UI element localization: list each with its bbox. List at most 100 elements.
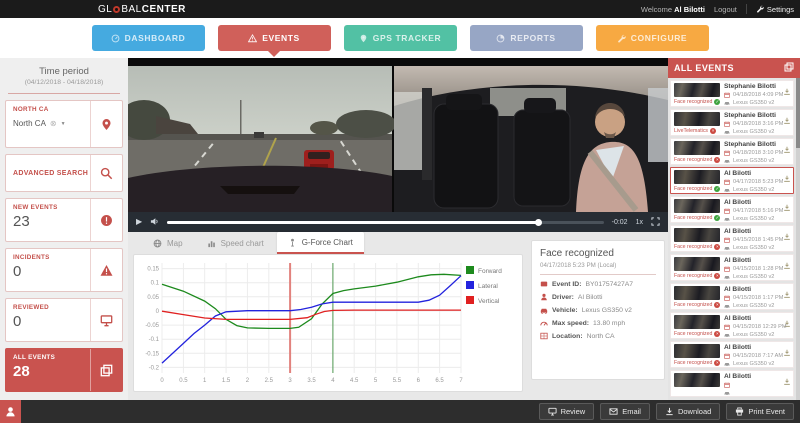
region-filter-card[interactable]: NORTH CA North CA ⊗ ▼ xyxy=(5,100,123,148)
calendar-icon xyxy=(724,353,730,359)
event-tag: Face recognized × xyxy=(674,273,721,279)
download-icon[interactable] xyxy=(783,199,791,217)
svg-text:1: 1 xyxy=(203,378,207,384)
tab-speed-chart[interactable]: Speed chart xyxy=(196,232,275,254)
tab-dashboard[interactable]: DASHBOARD xyxy=(91,25,205,51)
cabin-camera-view xyxy=(394,66,668,212)
seek-bar[interactable] xyxy=(167,218,604,226)
event-thumbnail[interactable] xyxy=(674,83,720,97)
counter-reviewed[interactable]: REVIEWED 0 xyxy=(5,298,123,342)
event-list-item[interactable]: Al Bilotti xyxy=(670,370,794,397)
tab-configure[interactable]: CONFIGURE xyxy=(595,25,709,51)
region-select[interactable]: North CA ⊗ ▼ xyxy=(13,119,90,128)
video-frame[interactable] xyxy=(128,58,668,212)
region-value: North CA xyxy=(13,119,46,128)
event-list-item[interactable]: Face recognized × Al Bilotti 04/15/2018 … xyxy=(670,254,794,281)
copy-stack-icon[interactable] xyxy=(784,62,794,74)
events-scrollbar[interactable] xyxy=(796,78,800,400)
fullscreen-icon[interactable] xyxy=(651,213,660,231)
event-thumbnail[interactable] xyxy=(674,141,720,155)
volume-icon[interactable] xyxy=(150,213,159,231)
event-list-item[interactable]: Face recognized × Al Bilotti 04/15/2018 … xyxy=(670,225,794,252)
counter-incidents[interactable]: INCIDENTS 0 xyxy=(5,248,123,292)
car-icon xyxy=(724,245,730,251)
event-list-item[interactable]: Face recognized ✓ Stephanie Bilotti 04/1… xyxy=(670,80,794,107)
download-icon[interactable] xyxy=(783,257,791,275)
event-driver-name: Al Bilotti xyxy=(724,228,752,235)
event-tag: Face recognized × xyxy=(674,331,721,337)
settings-button[interactable]: Settings xyxy=(756,5,794,14)
event-tag: LiveTelematics × xyxy=(674,128,717,134)
top-bar: GL BAL CENTER Welcome Al Bilotti Logout Se… xyxy=(0,0,800,18)
logout-link[interactable]: Logout xyxy=(713,4,737,14)
event-thumbnail[interactable] xyxy=(674,315,720,329)
download-button[interactable]: Download xyxy=(655,403,721,420)
tab-gforce-chart[interactable]: G-Force Chart xyxy=(276,232,364,254)
pin-icon xyxy=(359,34,368,43)
download-icon[interactable] xyxy=(783,83,791,101)
event-datetime: 04/17/2018 5:23 PM (Local) xyxy=(540,262,656,275)
review-button[interactable]: Review xyxy=(538,403,595,420)
event-list-item[interactable]: Face recognized ✓ Al Bilotti 04/17/2018 … xyxy=(670,196,794,223)
event-list-item[interactable]: Face recognized × Al Bilotti 04/15/2018 … xyxy=(670,283,794,310)
calendar-icon xyxy=(724,150,730,156)
event-list-item[interactable]: LiveTelematics × Stephanie Bilotti 04/18… xyxy=(670,109,794,136)
advanced-search-button[interactable]: ADVANCED SEARCH xyxy=(5,154,123,192)
playback-speed[interactable]: 1x xyxy=(635,218,643,226)
download-icon[interactable] xyxy=(783,228,791,246)
search-icon xyxy=(90,155,122,191)
event-thumbnail[interactable] xyxy=(674,373,720,387)
download-icon[interactable] xyxy=(783,373,791,391)
event-driver-name: Al Bilotti xyxy=(724,199,752,206)
time-remaining: -0:02 xyxy=(611,218,628,226)
seek-handle[interactable] xyxy=(535,218,543,226)
tab-reports[interactable]: REPORTS xyxy=(469,25,583,51)
counter-all-events[interactable]: ALL EVENTS 28 xyxy=(5,348,123,392)
event-thumbnail[interactable] xyxy=(674,286,720,300)
event-thumbnail[interactable] xyxy=(674,228,720,242)
event-thumbnail[interactable] xyxy=(674,170,720,184)
event-thumbnail[interactable] xyxy=(674,112,720,126)
event-list-item[interactable]: Face recognized ✓ Al Bilotti 04/17/2018 … xyxy=(670,167,794,194)
download-icon[interactable] xyxy=(783,315,791,333)
clear-icon[interactable]: ⊗ xyxy=(49,119,57,128)
download-icon[interactable] xyxy=(783,112,791,130)
counter-new-events[interactable]: NEW EVENTS 23 xyxy=(5,198,123,242)
event-date: 04/15/2018 7:17 AM xyxy=(733,353,784,359)
support-button[interactable] xyxy=(0,400,21,423)
tab-gps-tracker[interactable]: GPS TRACKER xyxy=(343,25,457,51)
location-pin-icon xyxy=(90,101,122,147)
play-button[interactable]: ▶ xyxy=(136,217,143,226)
tab-events[interactable]: EVENTS xyxy=(217,25,331,57)
event-vehicle: Lexus GS350 v2 xyxy=(733,100,775,106)
calendar-icon xyxy=(724,382,730,388)
tab-map[interactable]: Map xyxy=(142,232,194,254)
event-thumbnail[interactable] xyxy=(674,344,720,358)
event-list-item[interactable]: Face recognized × Al Bilotti 04/15/2018 … xyxy=(670,341,794,368)
print-event-button[interactable]: Print Event xyxy=(726,403,794,420)
chevron-down-icon[interactable]: ▼ xyxy=(60,120,66,127)
event-tag-label: Face recognized xyxy=(674,302,713,308)
divider xyxy=(745,4,747,14)
event-date: 04/15/2018 1:28 PM xyxy=(733,266,784,272)
download-icon[interactable] xyxy=(783,344,791,362)
event-vehicle: Lexus GS350 v2 xyxy=(733,245,775,251)
event-thumbnail[interactable] xyxy=(674,199,720,213)
calendar-icon xyxy=(724,208,730,214)
event-thumbnail[interactable] xyxy=(674,257,720,271)
download-icon[interactable] xyxy=(783,141,791,159)
event-status-icon: ✓ xyxy=(714,215,721,221)
event-list-item[interactable]: Face recognized × Stephanie Bilotti 04/1… xyxy=(670,138,794,165)
gforce-chart-card: 0 0.5 1 1.5 2 2.5 3 3.5 4 4.5 5 5.5 6 6.5 7 0.15 0.1 0.05… xyxy=(133,254,523,392)
event-list-item[interactable]: Face recognized × Al Bilotti 04/15/2018 … xyxy=(670,312,794,339)
action-bar: Review Email Download Print Event xyxy=(0,400,800,423)
all-events-panel: ALL EVENTS Face recognized ✓ Stephanie B… xyxy=(668,58,800,400)
counter-value: 0 xyxy=(13,263,22,280)
detail-row-location: Location: North CA xyxy=(540,332,656,340)
event-tag-label: Face recognized xyxy=(674,273,713,279)
scrollbar-thumb[interactable] xyxy=(796,78,800,148)
event-vehicle: Lexus GS350 v2 xyxy=(733,361,775,367)
download-icon[interactable] xyxy=(783,286,791,304)
download-icon[interactable] xyxy=(783,170,791,188)
email-button[interactable]: Email xyxy=(600,403,650,420)
